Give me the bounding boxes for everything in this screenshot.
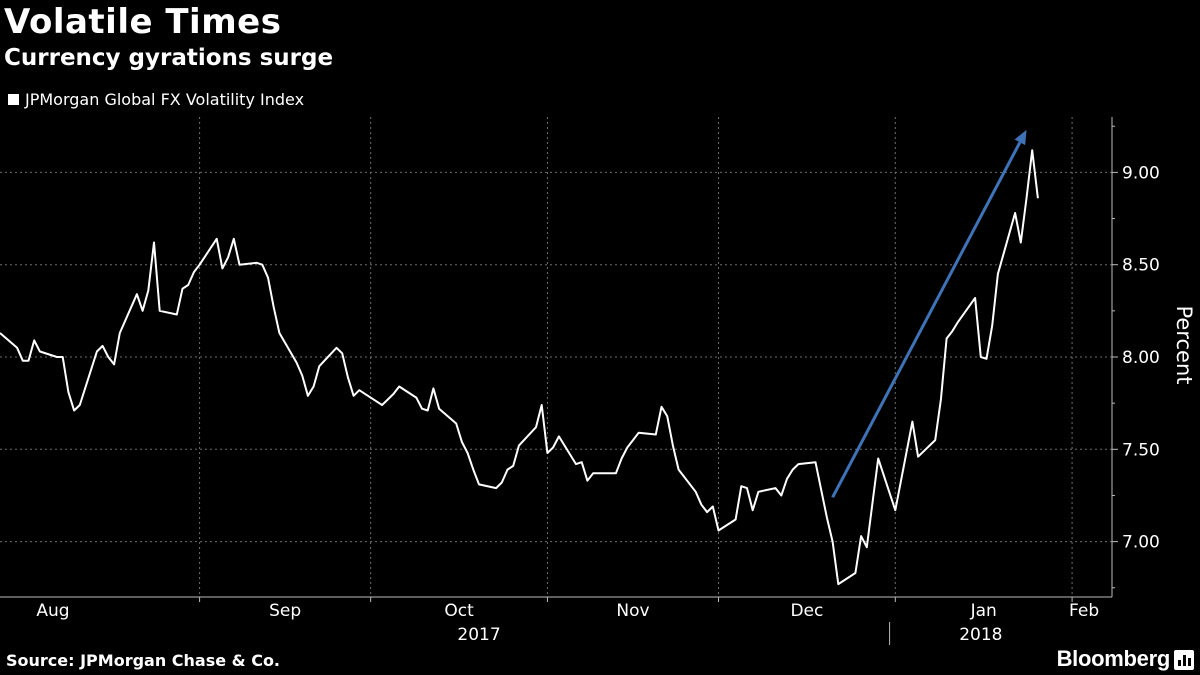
bloomberg-logo: Bloomberg [1056,646,1171,671]
bloomberg-chart-icon [1174,650,1194,670]
trend-arrow-head [1014,129,1027,146]
y-tick-label: 8.50 [1122,256,1160,276]
source-note: Source: JPMorgan Chase & Co. [6,651,281,670]
series-line-fx-volatility [0,149,1039,586]
annotation-layer [831,129,1027,499]
y-tick-label: 8.00 [1122,348,1160,368]
legend: JPMorgan Global FX Volatility Index [8,90,304,109]
legend-label: JPMorgan Global FX Volatility Index [25,90,305,109]
x-year-label: 2018 [959,625,1002,645]
x-month-label: Oct [444,601,474,621]
legend-swatch [8,94,19,105]
x-year-label: 2017 [457,625,500,645]
trend-arrow-shaft [831,141,1022,499]
x-month-label: Nov [616,601,649,621]
x-month-label: Jan [970,601,997,621]
y-tick-label: 7.50 [1122,440,1160,460]
y-axis-label: Percent [1172,305,1196,384]
axis-layer: 7.00 7.50 8.00 8.50 9.00 Percent Aug Sep Oct Nov D… [0,117,1196,645]
chart-title: Volatile Times [4,2,282,42]
chart-subtitle: Currency gyrations surge [4,45,334,71]
y-tick-label: 7.00 [1122,533,1160,553]
x-month-label: Sep [269,601,301,621]
x-month-label: Aug [36,601,69,621]
series-layer [0,149,1039,586]
x-month-label: Feb [1069,601,1099,621]
y-tick-label: 9.00 [1122,163,1160,183]
x-month-label: Dec [790,601,823,621]
